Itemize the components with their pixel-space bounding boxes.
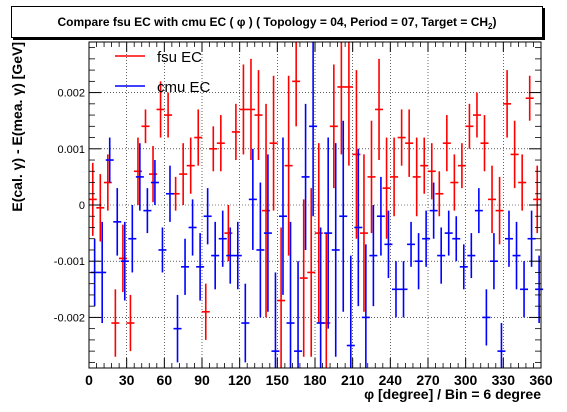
x-tick-label: 300: [454, 372, 478, 388]
x-axis-label: φ [degree] / Bin = 6 degree: [364, 386, 541, 402]
legend-fsu-label: fsu EC: [157, 49, 202, 66]
x-tick-label: 60: [157, 372, 173, 388]
chart-title-main: Compare fsu EC with cmu EC ( φ ) ( Topol…: [57, 15, 489, 29]
x-tick-label: 270: [416, 372, 440, 388]
x-tick-label: 30: [119, 372, 135, 388]
tick-layer: 0 30 60 90 120 150 180 210 240 270 300 330 360 -0.002…: [54, 42, 553, 388]
chart-title-close: ): [492, 15, 497, 29]
y-tick-label: 0: [79, 200, 85, 212]
y-axis-label: E(cal. γ) - E(mea. γ) [GeV]: [9, 42, 25, 212]
series-layer: [88, 42, 544, 368]
chart-title: Compare fsu EC with cmu EC ( φ ) ( Topol…: [12, 15, 542, 31]
y-tick-label: 0.001: [57, 144, 85, 156]
x-tick-label: 360: [529, 372, 553, 388]
y-tick-label: 0.002: [57, 88, 85, 100]
legend-cmu-label: cmu EC: [157, 79, 211, 96]
x-tick-label: 90: [194, 372, 210, 388]
y-tick-label: -0.001: [54, 256, 85, 268]
grid-layer: [89, 42, 541, 368]
chart-title-subscript: 2: [488, 22, 493, 31]
x-tick-label: 150: [266, 372, 290, 388]
x-tick-label: 180: [303, 372, 327, 388]
y-tick-label: -0.002: [54, 312, 85, 324]
legend: fsu EC cmu EC: [115, 49, 211, 96]
x-tick-label: 240: [379, 372, 403, 388]
x-tick-label: 330: [492, 372, 516, 388]
chart-title-box: Compare fsu EC with cmu EC ( φ ) ( Topol…: [11, 6, 543, 38]
x-tick-label: 120: [228, 372, 252, 388]
x-tick-label: 0: [85, 372, 93, 388]
x-tick-label: 210: [341, 372, 365, 388]
